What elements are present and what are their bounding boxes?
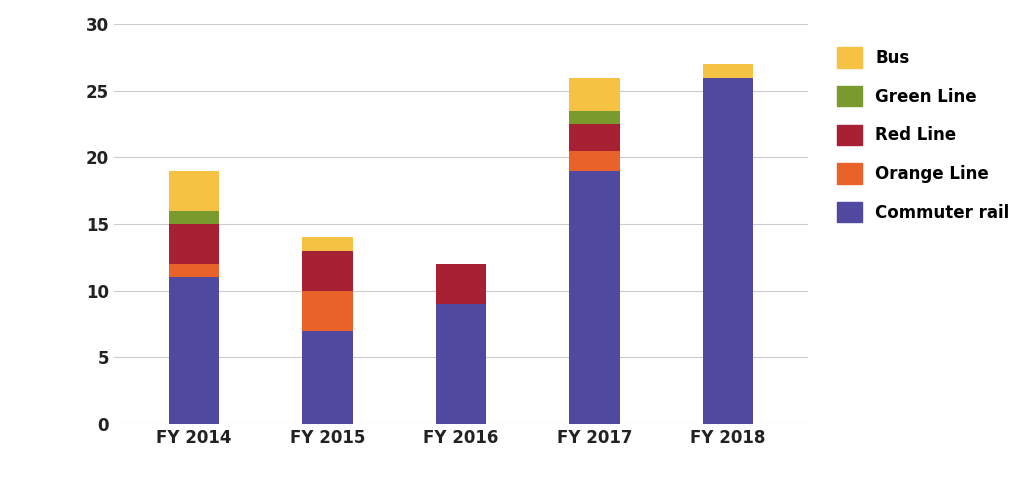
Bar (303, 237, 353, 251)
Bar (303, 291, 353, 331)
Bar (569, 77, 620, 111)
Bar (169, 224, 220, 264)
Bar (303, 331, 353, 424)
Bar (702, 77, 753, 424)
Bar (569, 111, 620, 124)
Bar (702, 64, 753, 77)
Legend: Bus, Green Line, Red Line, Orange Line, Commuter rail: Bus, Green Line, Red Line, Orange Line, … (830, 41, 1016, 229)
Bar (169, 171, 220, 211)
Bar (436, 264, 486, 304)
Bar (569, 171, 620, 424)
Bar (436, 304, 486, 424)
Bar (169, 277, 220, 424)
Bar (169, 211, 220, 224)
Bar (169, 264, 220, 277)
Bar (569, 151, 620, 171)
Bar (569, 124, 620, 151)
Bar (303, 251, 353, 291)
